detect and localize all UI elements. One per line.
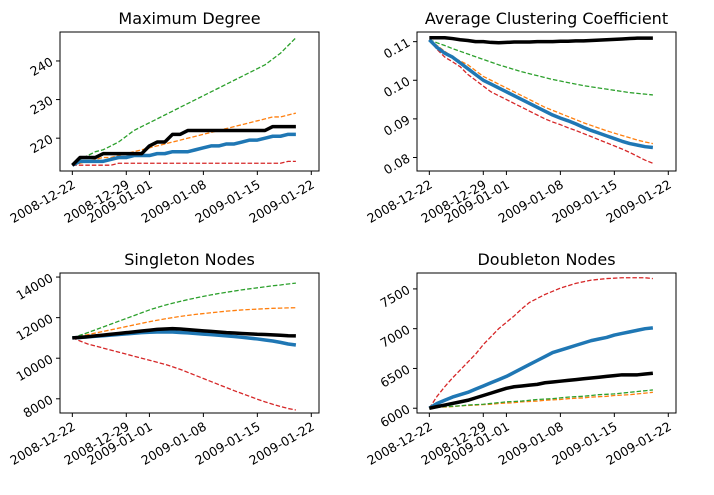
y-tick-label: 8000 [20,392,55,421]
y-tick-label: 230 [27,93,55,118]
series-line-blue [428,38,654,150]
plot-frame [59,31,320,172]
y-tick-label: 10000 [14,351,56,384]
series-line-green [71,37,297,166]
chart-title: Singleton Nodes [124,250,255,269]
series-line-green [429,389,653,409]
y-tick-label: 6500 [377,362,412,391]
y-tick-label: 0.10 [381,73,413,100]
chart-panel: Doubleton Nodes60006500700075002008-12-2… [364,250,677,468]
series-line-black [72,326,296,340]
y-tick-label: 12000 [14,311,56,344]
series-line-black [71,124,296,167]
plot-frame [416,31,677,172]
series-line-red [72,337,296,411]
plot-frame [59,272,320,414]
chart-title: Doubleton Nodes [477,250,615,269]
y-tick-label: 0.09 [381,112,413,139]
series-line-red [428,277,653,409]
chart-title: Average Clustering Coefficient [425,9,668,28]
plot-frame [416,272,677,414]
chart-panel: Maximum Degree2202302402008-12-222008-12… [7,9,320,226]
y-tick-label: 240 [27,54,55,79]
series-line-red [428,39,654,164]
series-line-black [429,36,653,45]
y-tick-label: 7000 [377,322,412,351]
chart-panel: Average Clustering Coefficient 0.08 0.09 0.… [364,9,677,226]
series-line-black [428,371,654,410]
series-line-blue [428,326,654,410]
series-line-orange [72,112,297,166]
y-tick-label: 220 [27,131,55,156]
series-line-orange [72,307,296,339]
series-line-orange [428,39,654,145]
series-line-green [72,282,296,339]
y-tick-label: 0.11 [381,35,413,62]
series-line-red [72,160,296,166]
y-tick-label: 7500 [377,282,412,311]
series-line-blue [71,132,296,167]
chart-title: Maximum Degree [118,9,260,28]
series-line-orange [429,391,653,409]
chart-panel: Singleton Nodes80001000012000140002008-1… [7,250,320,468]
series-line-green [429,39,653,96]
y-tick-label: 14000 [14,270,56,303]
y-tick-label: 0.08 [381,151,413,178]
y-tick-label: 6000 [377,401,412,430]
